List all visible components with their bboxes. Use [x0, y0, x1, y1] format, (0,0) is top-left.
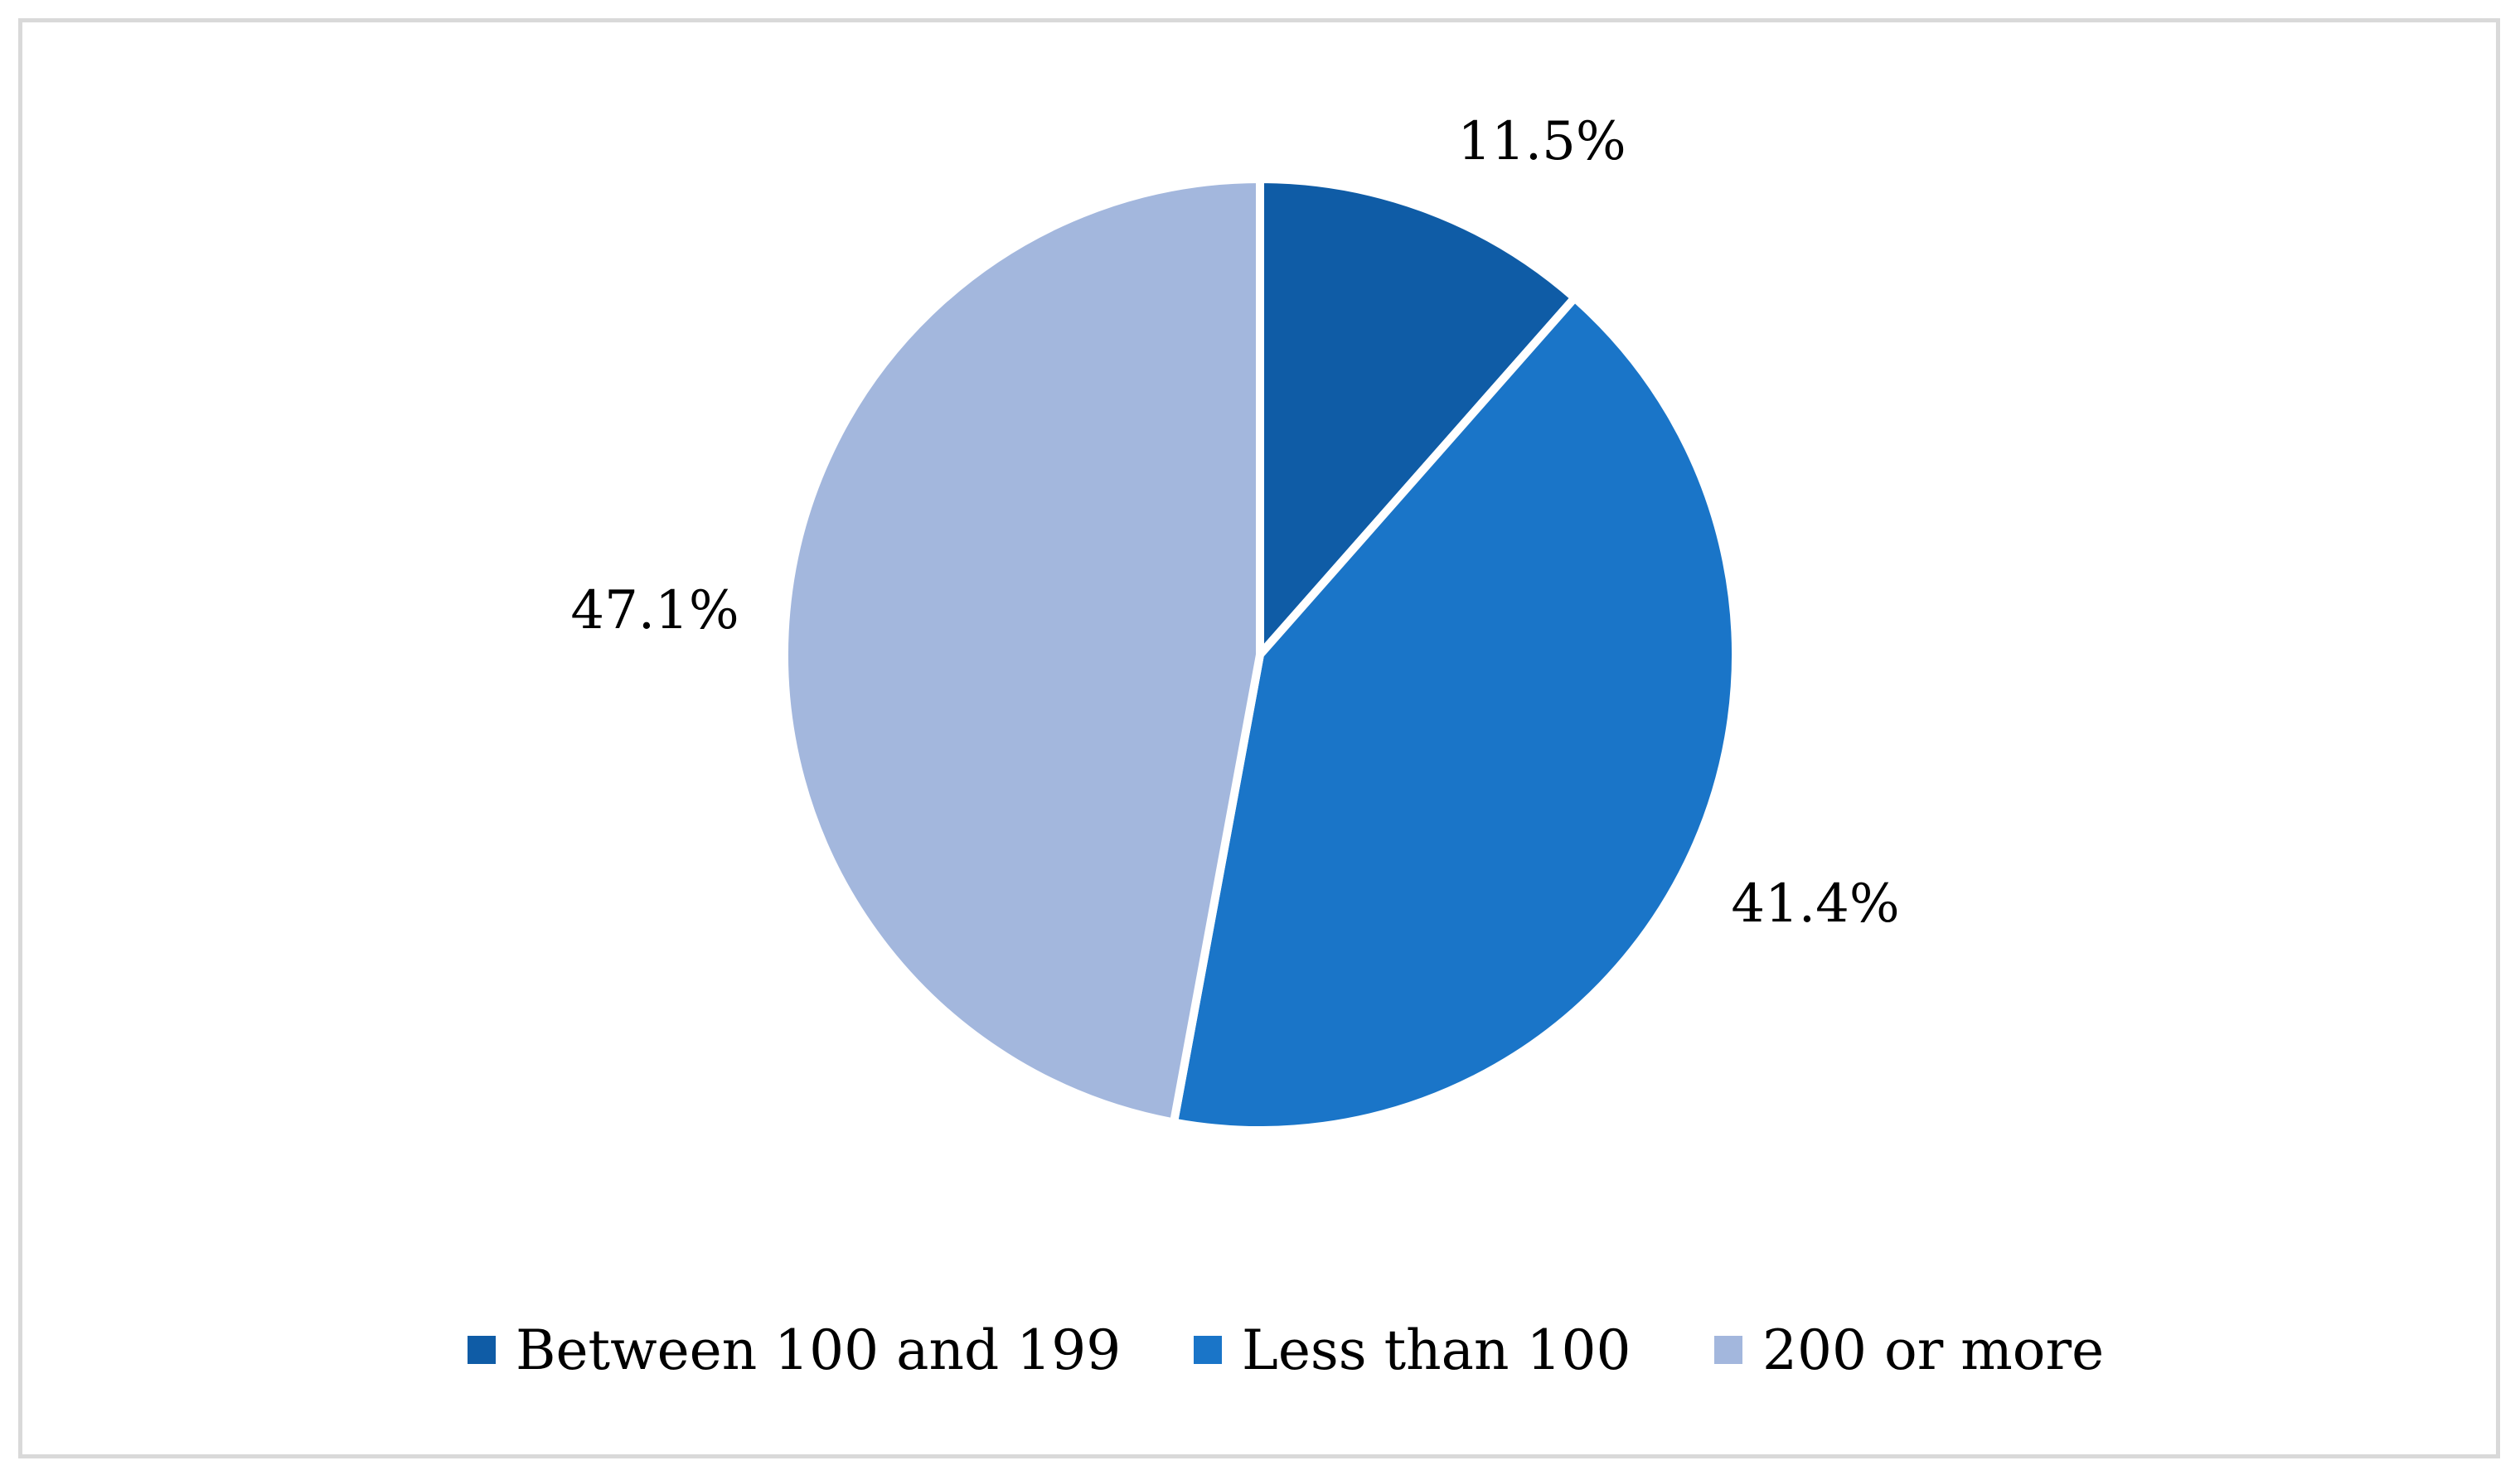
data-label-between-100-and-199: 11.5%: [1457, 111, 1626, 172]
data-label-200-or-more: 47.1%: [570, 580, 739, 641]
legend-item-between-100-and-199: Between 100 and 199: [468, 1318, 1121, 1382]
legend-label-between-100-and-199: Between 100 and 199: [516, 1318, 1121, 1382]
legend-label-200-or-more: 200 or more: [1762, 1318, 2104, 1382]
legend-item-200-or-more: 200 or more: [1714, 1318, 2104, 1382]
data-labels: 11.5% 41.4% 47.1%: [570, 111, 1899, 935]
pie-slice-200-or-more: [780, 174, 1264, 1128]
pie-slice-between-100-and-199: [1256, 174, 1581, 666]
legend-swatch-between-100-and-199: [468, 1336, 496, 1364]
pie-slice-less-than-100: [1169, 292, 1740, 1134]
legend-label-less-than-100: Less than 100: [1242, 1318, 1631, 1382]
legend-item-less-than-100: Less than 100: [1194, 1318, 1631, 1382]
legend: Between 100 and 199 Less than 100 200 or…: [468, 1318, 2104, 1382]
pie-slices: [780, 174, 1740, 1134]
legend-swatch-less-than-100: [1194, 1336, 1222, 1364]
legend-swatch-200-or-more: [1714, 1336, 1742, 1364]
data-label-less-than-100: 41.4%: [1731, 873, 1899, 935]
